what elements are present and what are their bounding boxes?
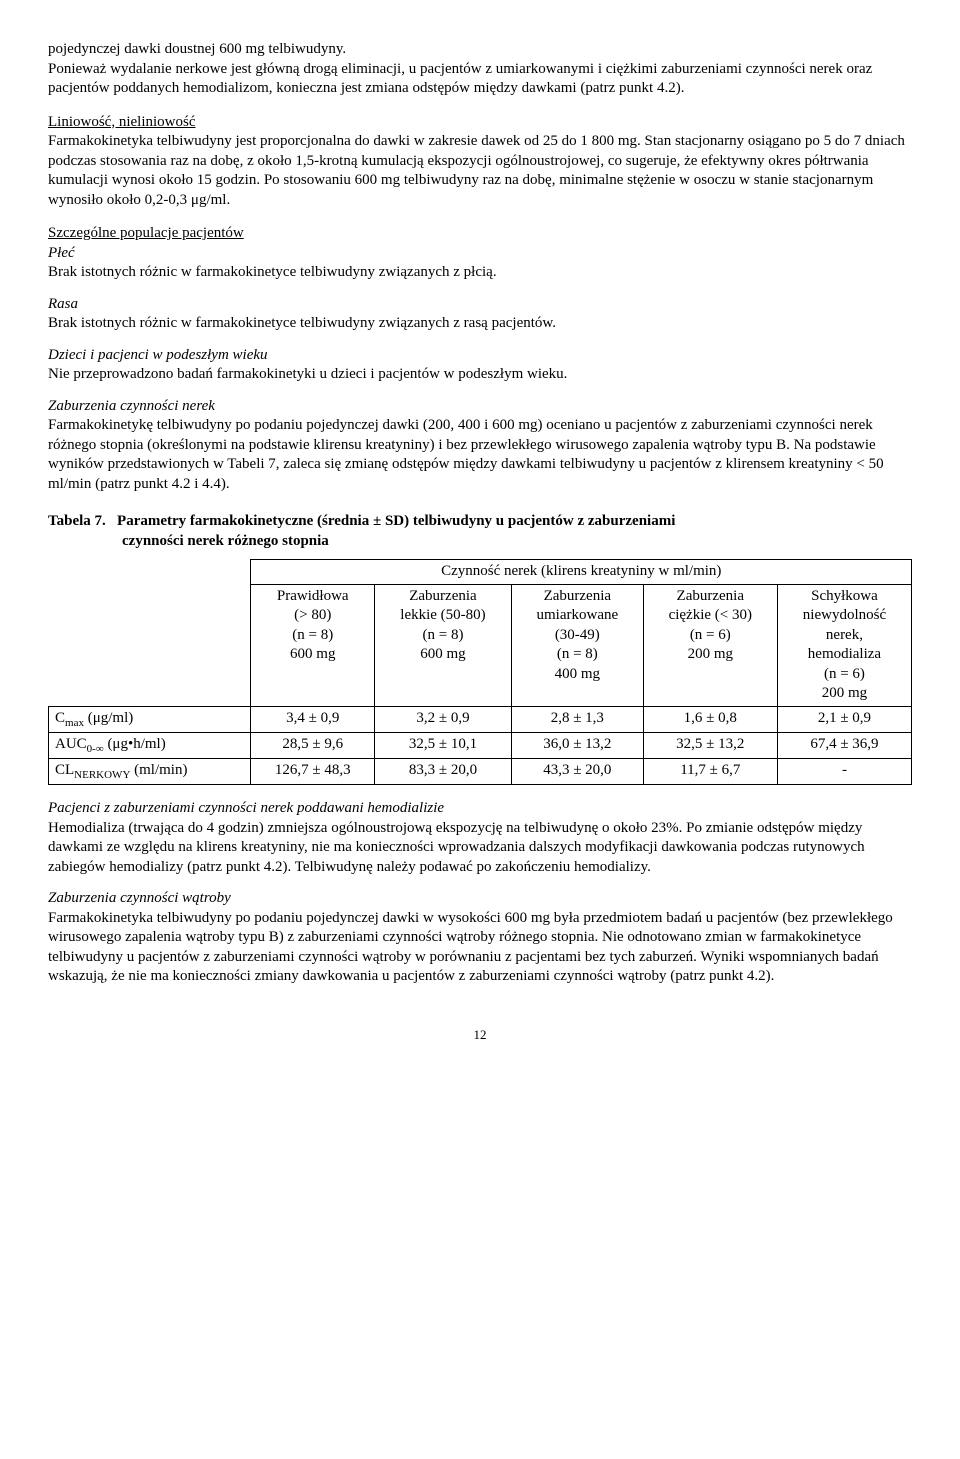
linearity-heading: Liniowość, nieliniowość [48,114,195,130]
col1-l3: (n = 8) [423,627,464,643]
row-label: CLNERKOWY (ml/min) [49,759,251,785]
table-header-row-1: Czynność nerek (klirens kreatyniny w ml/… [49,560,912,585]
populations-heading: Szczególne populacje pacjentów [48,225,244,241]
renal-label: Zaburzenia czynności nerek [48,398,215,414]
table-corner-cell [49,560,251,707]
col3-l2: ciężkie (< 30) [669,607,752,623]
table-header-span: Czynność nerek (klirens kreatyniny w ml/… [251,560,912,585]
col-header-0: Prawidłowa (> 80) (n = 8) 600 mg [251,584,375,706]
page-number: 12 [48,1027,912,1044]
col4-l2: niewydolność [803,607,886,623]
col1-l1: Zaburzenia [409,588,476,604]
table-cell: 43,3 ± 20,0 [511,759,643,785]
age-label: Dzieci i pacjenci w podeszłym wieku [48,347,268,363]
table-row: AUC0-∞ (μg•h/ml)28,5 ± 9,632,5 ± 10,136,… [49,732,912,758]
table-cell: 126,7 ± 48,3 [251,759,375,785]
linearity-section: Liniowość, nieliniowość Farmakokinetyka … [48,113,912,211]
col4-l3: nerek, [826,627,863,643]
col-header-1: Zaburzenia lekkie (50-80) (n = 8) 600 mg [375,584,512,706]
table-cell: 32,5 ± 10,1 [375,732,512,758]
table-title-main: Parametry farmakokinetyczne (średnia ± S… [117,513,675,529]
age-body: Nie przeprowadzono badań farmakokinetyki… [48,366,567,382]
col4-l6: 200 mg [822,685,867,701]
table-cell: 36,0 ± 13,2 [511,732,643,758]
col2-l5: 400 mg [555,666,600,682]
row-label: AUC0-∞ (μg•h/ml) [49,732,251,758]
col4-l4: hemodializa [808,646,881,662]
col0-l2: (> 80) [294,607,331,623]
col-header-2: Zaburzenia umiarkowane (30-49) (n = 8) 4… [511,584,643,706]
pk-table: Czynność nerek (klirens kreatyniny w ml/… [48,559,912,785]
renal-section: Zaburzenia czynności nerek Farmakokinety… [48,397,912,495]
col-header-3: Zaburzenia ciężkie (< 30) (n = 6) 200 mg [643,584,777,706]
race-label: Rasa [48,296,78,312]
intro-line1: pojedynczej dawki doustnej 600 mg telbiw… [48,41,346,57]
race-section: Rasa Brak istotnych różnic w farmakokine… [48,295,912,334]
sex-body: Brak istotnych różnic w farmakokinetyce … [48,264,497,280]
table-cell: 28,5 ± 9,6 [251,732,375,758]
sex-label: Płeć [48,245,75,261]
row-label: Cmax (μg/ml) [49,706,251,732]
table-cell: 2,1 ± 0,9 [777,706,911,732]
col0-l3: (n = 8) [292,627,333,643]
table-cell: 67,4 ± 36,9 [777,732,911,758]
col2-l1: Zaburzenia [544,588,611,604]
liver-body: Farmakokinetyka telbiwudyny po podaniu p… [48,910,893,985]
table-title: Tabela 7. Parametry farmakokinetyczne (ś… [48,512,912,551]
col3-l4: 200 mg [688,646,733,662]
table-title-cont: czynności nerek różnego stopnia [48,532,912,552]
table-cell: 3,4 ± 0,9 [251,706,375,732]
col3-l3: (n = 6) [690,627,731,643]
table-cell: - [777,759,911,785]
renal-body: Farmakokinetykę telbiwudyny po podaniu p… [48,417,884,492]
table-cell: 3,2 ± 0,9 [375,706,512,732]
col3-l1: Zaburzenia [677,588,744,604]
col-header-4: Schyłkowa niewydolność nerek, hemodializ… [777,584,911,706]
intro-paragraph: pojedynczej dawki doustnej 600 mg telbiw… [48,40,912,99]
table-cell: 11,7 ± 6,7 [643,759,777,785]
col4-l5: (n = 6) [824,666,865,682]
hemo-body: Hemodializa (trwająca do 4 godzin) zmnie… [48,820,865,875]
age-section: Dzieci i pacjenci w podeszłym wieku Nie … [48,346,912,385]
col2-l3: (30-49) [555,627,600,643]
table-title-lead: Tabela 7. [48,513,106,529]
table-cell: 2,8 ± 1,3 [511,706,643,732]
linearity-body: Farmakokinetyka telbiwudyny jest proporc… [48,133,905,208]
hemo-label: Pacjenci z zaburzeniami czynności nerek … [48,800,444,816]
table-row: Cmax (μg/ml)3,4 ± 0,93,2 ± 0,92,8 ± 1,31… [49,706,912,732]
col1-l4: 600 mg [420,646,465,662]
populations-section: Szczególne populacje pacjentów Płeć Brak… [48,224,912,283]
table-row: CLNERKOWY (ml/min)126,7 ± 48,383,3 ± 20,… [49,759,912,785]
race-body: Brak istotnych różnic w farmakokinetyce … [48,315,556,331]
hemo-section: Pacjenci z zaburzeniami czynności nerek … [48,799,912,877]
liver-label: Zaburzenia czynności wątroby [48,890,231,906]
col4-l1: Schyłkowa [811,588,878,604]
table-cell: 1,6 ± 0,8 [643,706,777,732]
col0-l4: 600 mg [290,646,335,662]
table-cell: 32,5 ± 13,2 [643,732,777,758]
col2-l4: (n = 8) [557,646,598,662]
col1-l2: lekkie (50-80) [400,607,485,623]
liver-section: Zaburzenia czynności wątroby Farmakokine… [48,889,912,987]
table-cell: 83,3 ± 20,0 [375,759,512,785]
col0-l1: Prawidłowa [277,588,349,604]
intro-line2: Ponieważ wydalanie nerkowe jest główną d… [48,61,872,97]
col2-l2: umiarkowane [537,607,619,623]
